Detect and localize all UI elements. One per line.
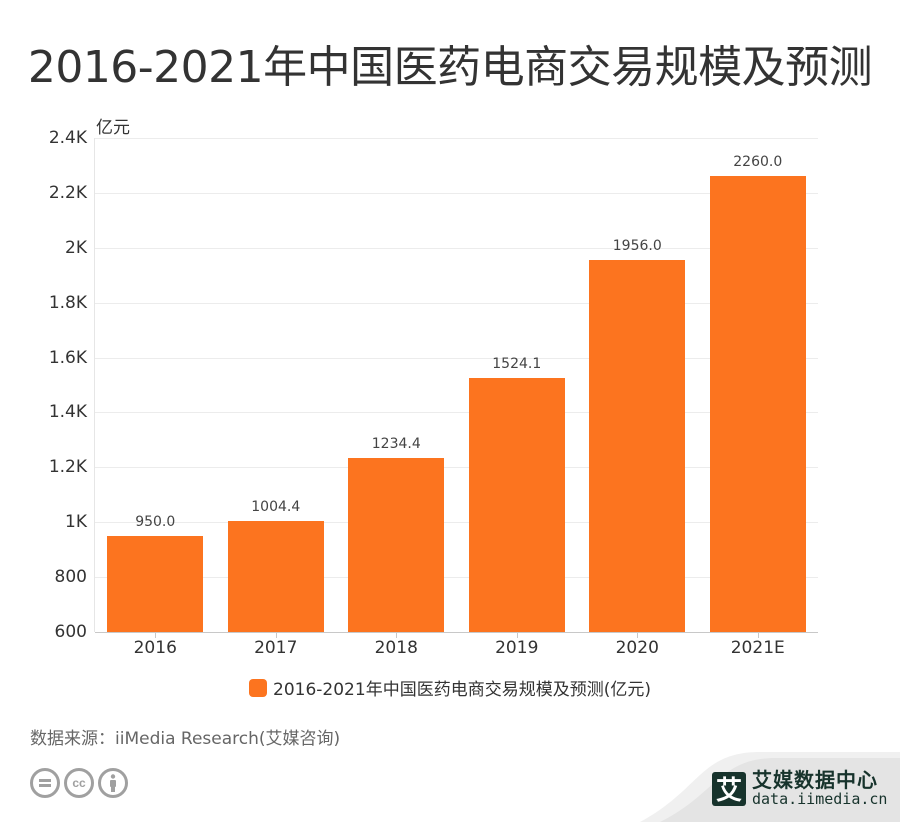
gridline [95, 192, 818, 194]
bar-value-label: 1004.4 [251, 499, 301, 515]
y-tick-label: 800 [54, 567, 87, 588]
chart-legend[interactable]: 2016-2021年中国医药电商交易规模及预测(亿元) [0, 675, 900, 700]
bar-2017[interactable] [227, 521, 324, 632]
brand-url: data.iimedia.cn [752, 790, 888, 808]
attribution-person-icon [98, 768, 128, 798]
bar-2018[interactable] [348, 457, 445, 632]
y-tick-label: 1.2K [48, 457, 87, 478]
data-source: 数据来源：iiMedia Research(艾媒咨询) [30, 729, 341, 749]
equals-icon [30, 768, 60, 798]
bar-value-label: 950.0 [135, 513, 176, 530]
y-tick-label: 2K [65, 237, 87, 258]
y-tick-label: 1.6K [48, 347, 87, 368]
gridline [95, 577, 818, 579]
x-tick-label: 2017 [254, 638, 298, 658]
x-tick-label: 2016 [133, 638, 177, 658]
gridline [95, 138, 818, 139]
y-tick-label: 1K [65, 512, 87, 533]
cc-icon: cc [64, 768, 94, 798]
x-tick-mark [396, 633, 398, 638]
bar-2019[interactable] [468, 378, 565, 632]
bar-2021E[interactable] [709, 176, 806, 632]
y-tick-label: 1.4K [48, 402, 87, 423]
gridline [95, 357, 818, 359]
gridline [95, 522, 818, 524]
bar-value-label: 1234.4 [371, 435, 421, 452]
x-tick-mark [516, 633, 518, 638]
gridline [95, 412, 818, 414]
gridline [95, 302, 818, 304]
legend-label: 2016-2021年中国医药电商交易规模及预测(亿元) [273, 680, 651, 700]
brand-mark-icon: 艾 [712, 771, 746, 806]
brand-logo: 艾 艾媒数据中心 data.iimedia.cn [712, 770, 887, 807]
bar-value-label: 1524.1 [492, 356, 542, 373]
y-tick-label: 1.8K [48, 292, 87, 313]
x-tick-label: 2020 [615, 638, 659, 658]
gridline [95, 247, 818, 249]
y-tick-label: 2.2K [48, 182, 87, 203]
bar-chart: 600 800 1K 1.2K 1.4K 1.6K 1.8K 2K 2.2K 2.4K 950.0 2… [48, 128, 818, 658]
legend-swatch [249, 678, 268, 697]
x-tick-mark [275, 633, 277, 638]
x-tick-label: 2018 [374, 638, 418, 658]
x-tick-mark [757, 633, 759, 638]
x-tick-label: 2019 [495, 638, 539, 658]
chart-title: 2016-2021年中国医药电商交易规模及预测 [27, 42, 873, 93]
bar-2016[interactable] [107, 535, 204, 632]
license-icons: cc [30, 768, 128, 798]
brand-name: 艾媒数据中心 [752, 768, 878, 792]
x-tick-mark [155, 633, 157, 638]
bar-2020[interactable] [589, 259, 686, 632]
y-axis-unit-label: 亿元 [96, 118, 130, 138]
y-tick-label: 2.4K [48, 128, 87, 148]
y-tick-label: 600 [54, 622, 87, 642]
bar-value-label: 1956.0 [612, 237, 662, 254]
y-axis-line [94, 138, 95, 632]
gridline [95, 467, 818, 469]
x-tick-label: 2021E [730, 638, 785, 658]
x-tick-mark [637, 633, 639, 638]
x-axis-line [95, 632, 818, 633]
bar-value-label: 2260.0 [733, 154, 783, 171]
